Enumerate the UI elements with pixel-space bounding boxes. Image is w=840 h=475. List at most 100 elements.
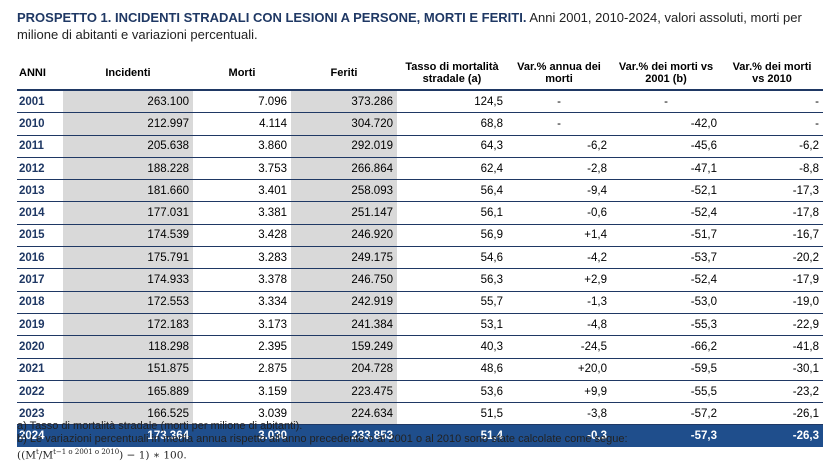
- value-cell: 40,3: [397, 335, 507, 359]
- year-cell: 2013: [17, 179, 63, 203]
- value-cell: 68,8: [397, 112, 507, 136]
- value-cell: 174.933: [63, 268, 193, 292]
- value-cell: -: [611, 90, 721, 114]
- table-row: 2023 166.525 3.039 224.634 51,5 -3,8 -57,2 -26,…: [17, 402, 823, 426]
- value-cell: -6,2: [507, 135, 611, 158]
- year-cell: 2015: [17, 224, 63, 248]
- value-cell: 3.173: [193, 313, 291, 337]
- value-cell: 204.728: [291, 358, 397, 381]
- value-cell: 3.401: [193, 179, 291, 203]
- value-cell: -57,3: [611, 424, 721, 447]
- value-cell: -6,2: [721, 135, 823, 158]
- table-row: 2013 181.660 3.401 258.093 56,4 -9,4 -52,1 -17,…: [17, 179, 823, 203]
- header-row: ANNI Incidenti Morti Feriti Tasso di mor…: [17, 57, 823, 91]
- year-cell: 2024: [17, 424, 63, 447]
- col-header-morti: Morti: [193, 57, 291, 91]
- value-cell: 2.395: [193, 335, 291, 359]
- value-cell: 246.750: [291, 268, 397, 292]
- value-cell: 56,9: [397, 224, 507, 248]
- value-cell: -0,3: [507, 424, 611, 447]
- value-cell: -30,1: [721, 358, 823, 381]
- value-cell: -55,5: [611, 380, 721, 404]
- value-cell: 188.228: [63, 157, 193, 181]
- page-title: PROSPETTO 1. INCIDENTI STRADALI CON LESI…: [17, 9, 827, 43]
- value-cell: 62,4: [397, 157, 507, 181]
- col-header-tasso: Tasso di mortalità stradale (a): [397, 57, 507, 91]
- value-cell: 4.114: [193, 112, 291, 136]
- value-cell: 64,3: [397, 135, 507, 158]
- value-cell: -24,5: [507, 335, 611, 359]
- value-cell: -41,8: [721, 335, 823, 359]
- value-cell: 3.753: [193, 157, 291, 181]
- year-cell: 2014: [17, 201, 63, 225]
- value-cell: 56,4: [397, 179, 507, 203]
- value-cell: -9,4: [507, 179, 611, 203]
- value-cell: -51,7: [611, 224, 721, 248]
- value-cell: 3.159: [193, 380, 291, 404]
- value-cell: 55,7: [397, 291, 507, 314]
- value-cell: 205.638: [63, 135, 193, 158]
- value-cell: -52,4: [611, 268, 721, 292]
- value-cell: -59,5: [611, 358, 721, 381]
- value-cell: -66,2: [611, 335, 721, 359]
- value-cell: 3.860: [193, 135, 291, 158]
- table-row: 2017 174.933 3.378 246.750 56,3 +2,9 -52,4 -17,…: [17, 268, 823, 292]
- table-row: 2024 173.364 3.030 233.853 51,4 -0,3 -57,3 -26,…: [17, 424, 823, 447]
- value-cell: -4,8: [507, 313, 611, 337]
- value-cell: -53,7: [611, 246, 721, 270]
- footnotes: a) Tasso di mortalità stradale (morti pe…: [17, 420, 827, 463]
- value-cell: 54,6: [397, 246, 507, 270]
- table-row: 2022 165.889 3.159 223.475 53,6 +9,9 -55,5 -23,…: [17, 380, 823, 404]
- value-cell: -16,7: [721, 224, 823, 248]
- value-cell: -19,0: [721, 291, 823, 314]
- value-cell: 241.384: [291, 313, 397, 337]
- value-cell: -2,8: [507, 157, 611, 181]
- value-cell: 258.093: [291, 179, 397, 203]
- value-cell: 151.875: [63, 358, 193, 381]
- value-cell: 242.919: [291, 291, 397, 314]
- value-cell: -4,2: [507, 246, 611, 270]
- value-cell: 224.634: [291, 402, 397, 426]
- value-cell: -: [721, 112, 823, 136]
- value-cell: 53,1: [397, 313, 507, 337]
- value-cell: 3.428: [193, 224, 291, 248]
- value-cell: 3.334: [193, 291, 291, 314]
- value-cell: 124,5: [397, 90, 507, 114]
- table-body: 2001 263.100 7.096 373.286 124,5- - -2010 212.9…: [17, 90, 823, 447]
- value-cell: 181.660: [63, 179, 193, 203]
- year-cell: 2017: [17, 268, 63, 292]
- value-cell: -47,1: [611, 157, 721, 181]
- year-cell: 2018: [17, 291, 63, 314]
- value-cell: 3.030: [193, 424, 291, 447]
- value-cell: -55,3: [611, 313, 721, 337]
- value-cell: 266.864: [291, 157, 397, 181]
- table-row: 2010 212.997 4.114 304.720 68,8- -42,0-: [17, 112, 823, 136]
- value-cell: -: [507, 112, 611, 136]
- value-cell: 175.791: [63, 246, 193, 270]
- value-cell: -: [721, 90, 823, 114]
- value-cell: +9,9: [507, 380, 611, 404]
- value-cell: -1,3: [507, 291, 611, 314]
- value-cell: 174.539: [63, 224, 193, 248]
- value-cell: -20,2: [721, 246, 823, 270]
- value-cell: -52,4: [611, 201, 721, 225]
- year-cell: 2011: [17, 135, 63, 158]
- value-cell: -8,8: [721, 157, 823, 181]
- value-cell: -3,8: [507, 402, 611, 426]
- value-cell: 3.378: [193, 268, 291, 292]
- year-cell: 2010: [17, 112, 63, 136]
- value-cell: -57,2: [611, 402, 721, 426]
- year-cell: 2001: [17, 90, 63, 114]
- data-table: ANNI Incidenti Morti Feriti Tasso di mor…: [17, 57, 823, 447]
- value-cell: 246.920: [291, 224, 397, 248]
- year-cell: 2023: [17, 402, 63, 426]
- value-cell: -: [507, 90, 611, 114]
- value-cell: 166.525: [63, 402, 193, 426]
- formula: ((Mt/Mt−1 o 2001 o 2010) − 1) ∗ 100.: [17, 448, 187, 462]
- value-cell: 212.997: [63, 112, 193, 136]
- value-cell: 118.298: [63, 335, 193, 359]
- value-cell: 3.039: [193, 402, 291, 426]
- table-row: 2021 151.875 2.875 204.728 48,6 +20,0 -59,5 -30…: [17, 358, 823, 381]
- value-cell: +1,4: [507, 224, 611, 248]
- year-cell: 2019: [17, 313, 63, 337]
